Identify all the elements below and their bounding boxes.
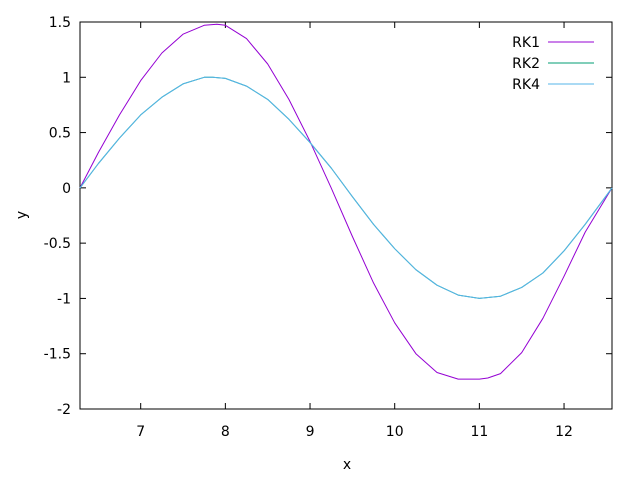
y-tick-label: 1	[62, 70, 71, 86]
legend: RK1 RK2 RK4	[512, 35, 594, 93]
x-tick-label: 12	[555, 424, 573, 440]
x-tick-label: 9	[306, 424, 315, 440]
legend-label: RK4	[512, 77, 540, 93]
y-tick-label: -1.5	[44, 347, 71, 363]
y-tick-label: -1	[57, 291, 71, 307]
axis-ticks	[80, 21, 612, 410]
y-tick-label: 0	[62, 181, 71, 197]
series-line-rk4	[79, 76, 613, 299]
x-tick-label: 8	[221, 424, 230, 440]
series-lines	[79, 23, 613, 380]
y-tick-label: -2	[57, 402, 71, 418]
tick-labels: 7 8 9 10 11 12 -2 -1.5 -1 -0.5 0 0.5 1 1.5	[44, 15, 573, 440]
y-tick-label: 1.5	[49, 15, 71, 31]
x-axis-label: x	[343, 457, 351, 473]
legend-label: RK1	[512, 35, 540, 51]
plot-frame	[79, 21, 613, 410]
y-axis-label: y	[14, 211, 30, 219]
series-line-rk1	[79, 23, 613, 380]
x-tick-label: 11	[470, 424, 488, 440]
x-tick-label: 10	[386, 424, 404, 440]
y-tick-label: 0.5	[49, 126, 71, 142]
legend-label: RK2	[512, 56, 540, 72]
y-tick-label: -0.5	[44, 236, 71, 252]
x-tick-label: 7	[136, 424, 145, 440]
